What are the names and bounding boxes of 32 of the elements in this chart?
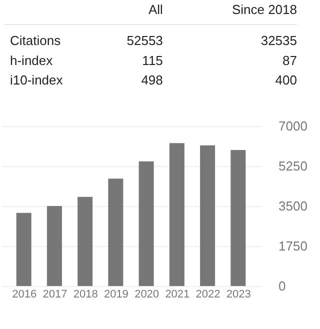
category-label: Since 2018: [232, 2, 297, 17]
text: 498: [141, 72, 163, 88]
y-tick-label: 1750: [278, 238, 308, 254]
x-tick-label: 2017: [42, 288, 68, 300]
bar: [138, 161, 154, 286]
x-tick-label: 2019: [104, 288, 128, 300]
y-tick-label: 3500: [278, 198, 308, 214]
y-tick-label: 0: [278, 278, 286, 294]
x-tick-label: 2022: [196, 288, 220, 300]
x-tick-label: 2021: [165, 288, 190, 300]
x-tick-label: 2023: [226, 288, 251, 300]
y-tick-label: 7000: [278, 118, 308, 134]
text: 52553: [126, 33, 163, 48]
x-tick-label: 2018: [73, 288, 98, 300]
bar: [200, 145, 216, 286]
text: 400: [275, 72, 297, 88]
x-tick-label: 2020: [134, 288, 160, 300]
bar: [108, 178, 124, 286]
category-label: i10-index: [10, 72, 63, 88]
bar: [78, 196, 93, 286]
bar: [16, 212, 32, 286]
text: 115: [142, 52, 163, 68]
y-tick-label: 5250: [278, 158, 308, 174]
bar: [169, 143, 184, 286]
bar: [46, 206, 62, 286]
text: 87: [282, 52, 297, 68]
bar: [230, 150, 246, 286]
category-label: h-index: [10, 52, 53, 68]
x-tick-label: 2016: [12, 288, 37, 300]
category-label: Citations: [10, 33, 61, 48]
text: 32535: [260, 33, 297, 48]
category-label: All: [148, 2, 164, 17]
